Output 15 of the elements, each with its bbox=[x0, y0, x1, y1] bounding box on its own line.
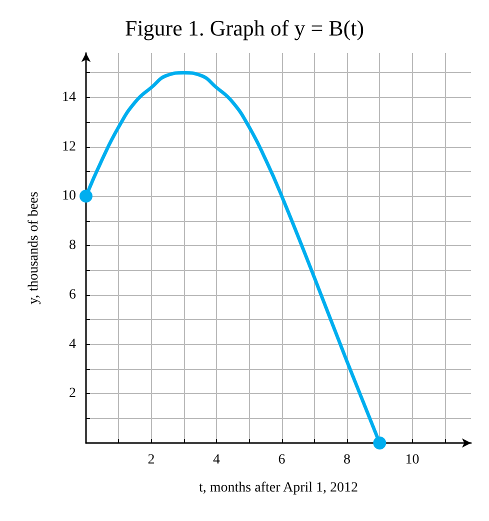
y-tick-label: 14 bbox=[62, 90, 76, 105]
x-tick-label: 4 bbox=[213, 452, 220, 468]
chart-title: Figure 1. Graph of y = B(t) bbox=[124, 16, 364, 40]
x-tick-label: 6 bbox=[278, 452, 286, 468]
y-tick-label: 2 bbox=[69, 386, 76, 402]
y-tick-label: 6 bbox=[69, 287, 76, 302]
x-tick-label: 10 bbox=[405, 452, 420, 468]
y-tick-label: 8 bbox=[69, 238, 76, 254]
y-tick-label: 10 bbox=[62, 188, 76, 204]
y-tick-label: 4 bbox=[69, 336, 76, 352]
x-tick-label: 8 bbox=[344, 452, 351, 468]
x-tick-label: 2 bbox=[148, 452, 155, 468]
y-tick-label: 12 bbox=[62, 139, 76, 154]
y-axis-title: y, thousands of bees bbox=[26, 192, 42, 304]
x-axis-title: t, months after April 1, 2012 bbox=[198, 480, 358, 496]
